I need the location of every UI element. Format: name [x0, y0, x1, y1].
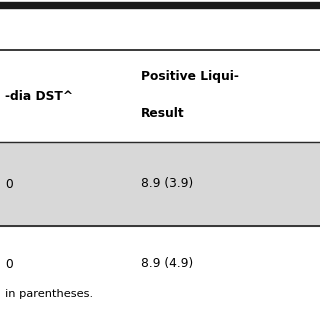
Text: 8.9 (3.9): 8.9 (3.9) [141, 178, 193, 190]
Bar [0, 2, 320, 8]
Bar [0, 142, 320, 226]
Text: in parentheses.: in parentheses. [5, 289, 93, 300]
Text: Result: Result [141, 107, 184, 120]
Text: Positive Liqui-: Positive Liqui- [141, 70, 239, 83]
Text: -dia DST^: -dia DST^ [5, 90, 73, 102]
Text: 0: 0 [5, 178, 12, 190]
Text: 8.9 (4.9): 8.9 (4.9) [141, 258, 193, 270]
Text: 0: 0 [5, 258, 12, 270]
